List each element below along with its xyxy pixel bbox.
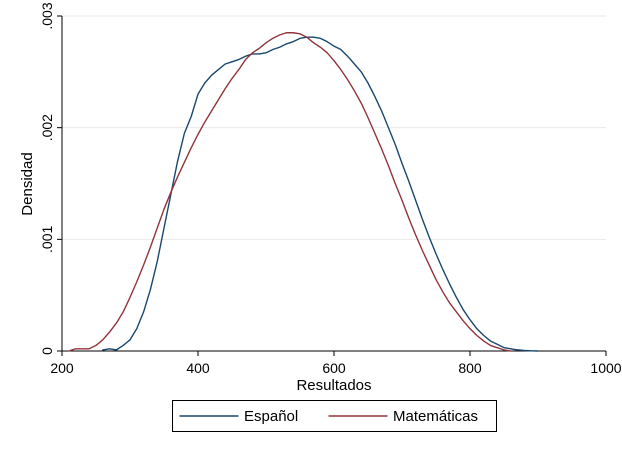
x-tick-label-2: 600 [322, 360, 346, 376]
legend-label-espanol: Español [244, 408, 298, 425]
y-tick-label-1: .001 [39, 225, 55, 252]
y-tick-label-3: .003 [39, 2, 55, 29]
x-axis-title: Resultados [296, 377, 371, 394]
y-axis-title: Densidad [19, 152, 36, 215]
x-tick-label-1: 400 [186, 360, 210, 376]
axis-layer: 0 .001 .002 .003 200 400 600 800 1000 [39, 2, 622, 376]
series-line-matematicas [68, 32, 512, 352]
y-tick-label-0: 0 [39, 347, 55, 355]
y-tick-label-2: .002 [39, 114, 55, 141]
x-tick-label-0: 200 [50, 360, 74, 376]
x-tick-label-4: 1000 [590, 360, 621, 376]
x-tick-label-3: 800 [458, 360, 482, 376]
grid-layer [62, 15, 606, 240]
legend: Español Matemáticas [172, 400, 497, 432]
legend-label-matematicas: Matemáticas [393, 408, 478, 425]
series-layer [68, 32, 539, 352]
series-line-espanol [102, 36, 539, 352]
